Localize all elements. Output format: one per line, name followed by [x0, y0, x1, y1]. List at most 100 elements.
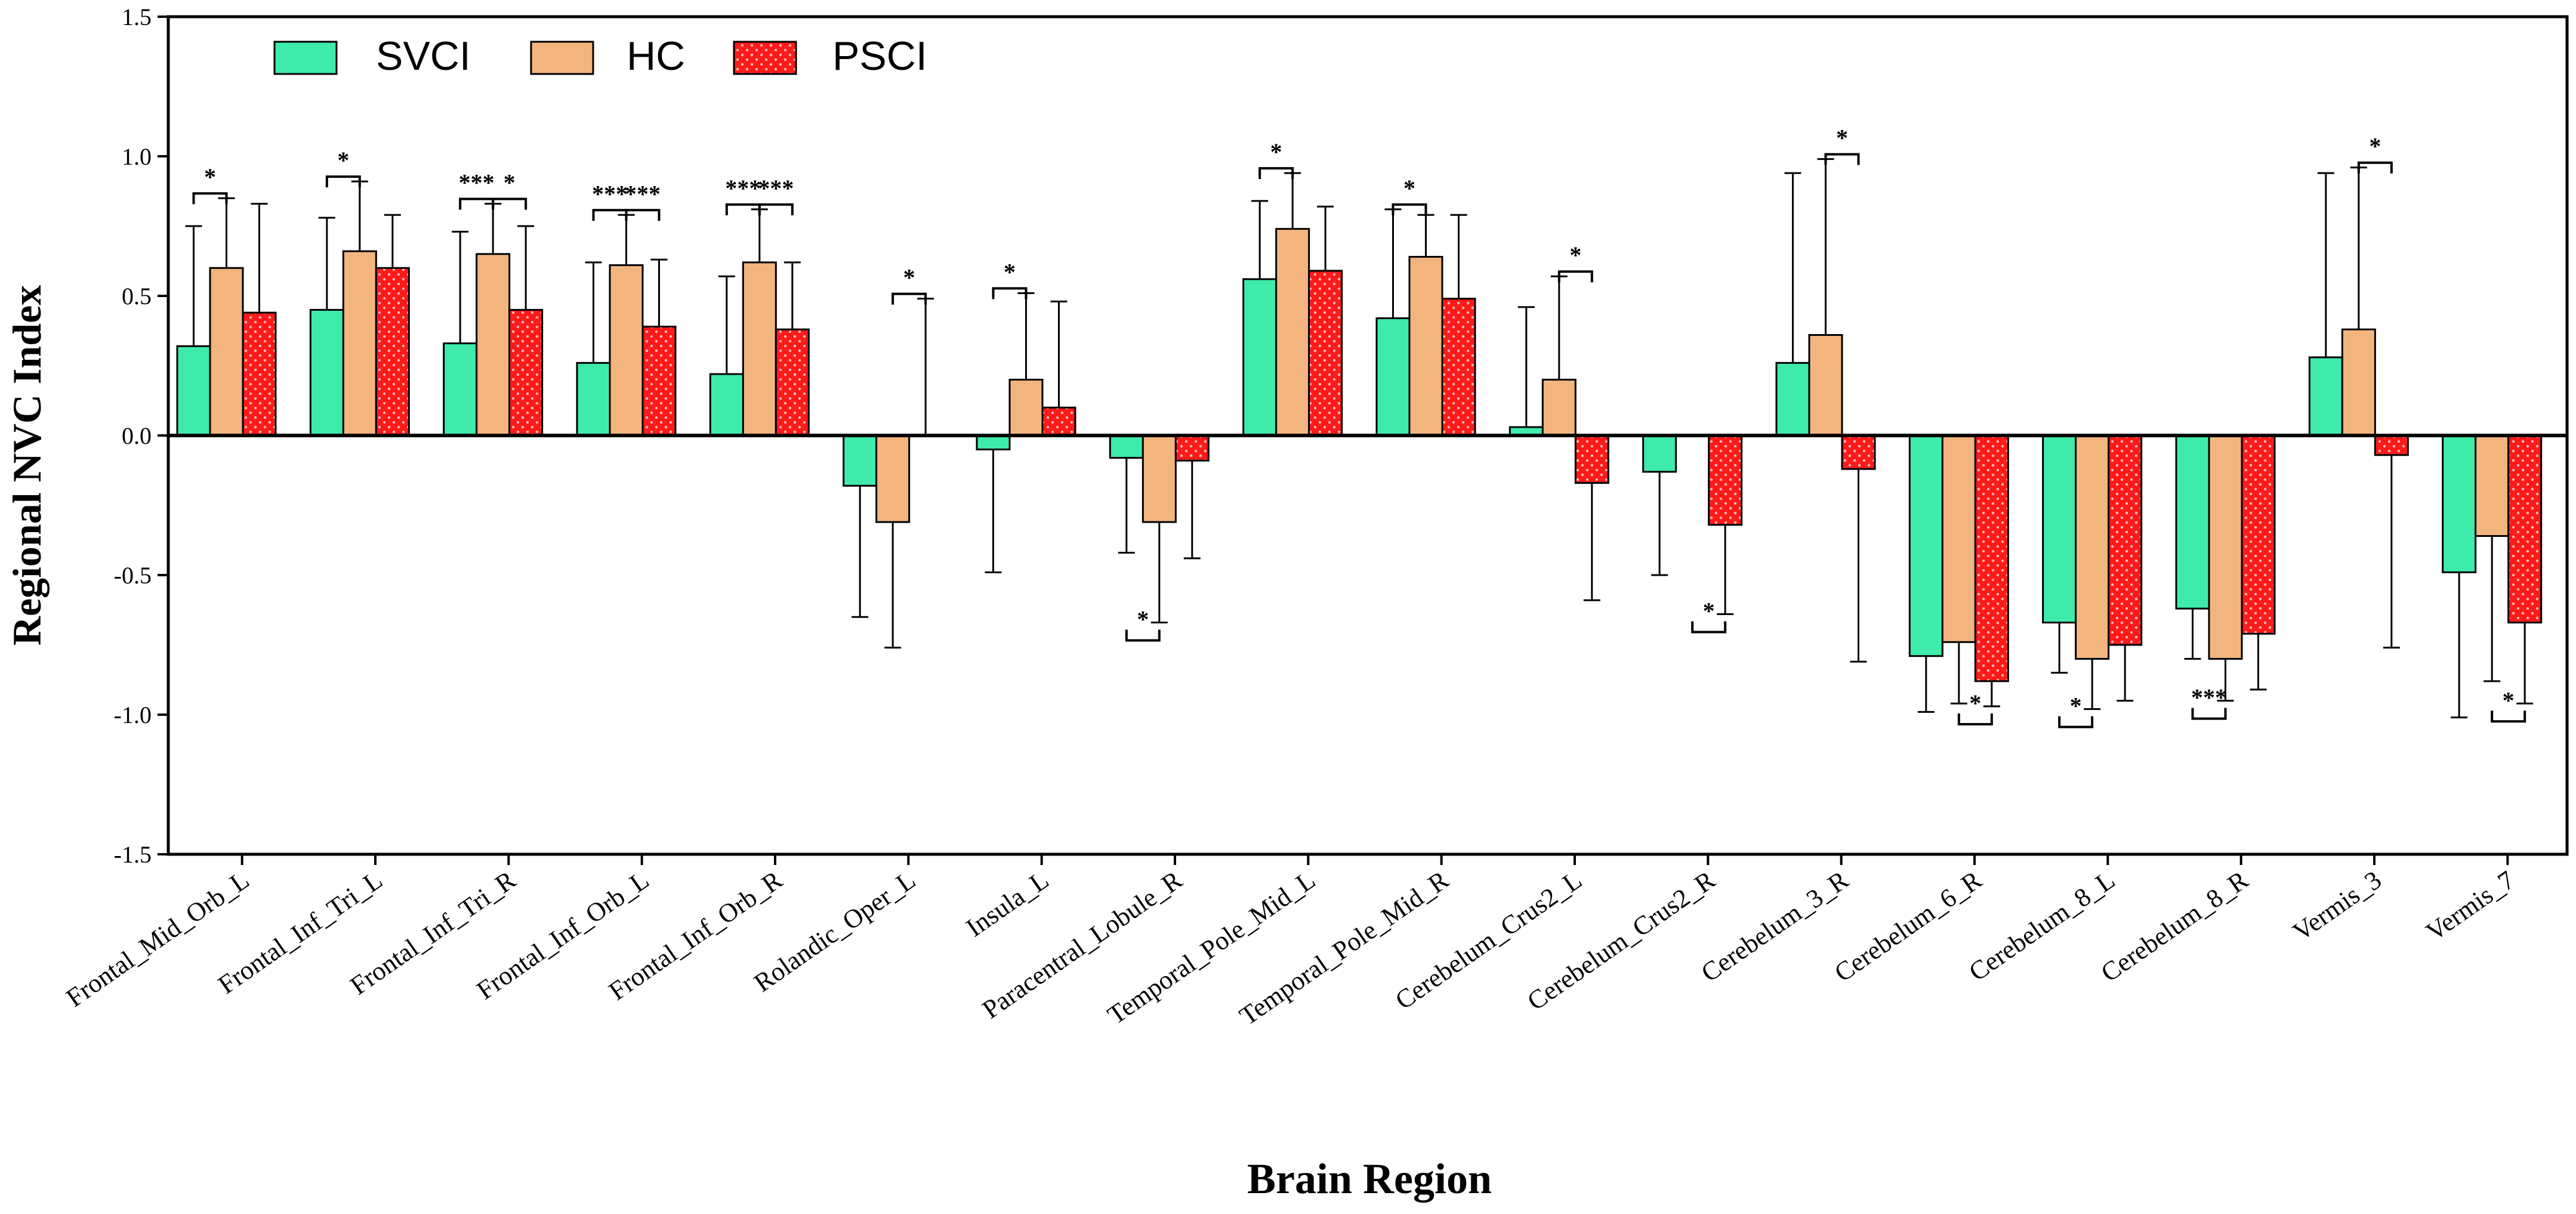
bar-psci-vermis_3 — [2374, 434, 2409, 456]
error-bars-layer — [185, 158, 2534, 719]
significance-bracket — [1258, 167, 1294, 180]
significance-bracket — [492, 197, 527, 210]
significance-marker: * — [1969, 690, 1981, 716]
significance-bracket — [192, 192, 228, 205]
bar-psci-cerebelum_crus2_r — [1708, 434, 1743, 526]
bars-layer — [176, 228, 2543, 682]
y-tick-label: 1.5 — [122, 4, 152, 30]
significance-bracket — [325, 175, 361, 188]
bar-psci-temporal_pole_mid_r — [1441, 298, 1476, 437]
x-tick-label: Temporal_Pole_Mid_R — [1234, 865, 1454, 1031]
x-tick-label: Cerebelum_6_R — [1829, 865, 1987, 988]
bar-svci-temporal_pole_mid_l — [1242, 278, 1278, 437]
bar-psci-insula_l — [1041, 406, 1076, 437]
significance-marker: * — [2503, 687, 2515, 713]
y-tick-label: -0.5 — [114, 562, 152, 589]
bar-svci-frontal_inf_orb_l — [576, 362, 611, 437]
bar-svci-vermis_3 — [2308, 356, 2343, 437]
significance-bracket — [2357, 161, 2393, 174]
legend: SVCI HC PSCI — [273, 33, 927, 79]
significance-bracket — [891, 292, 927, 305]
significance-marker: * — [337, 147, 349, 174]
significance-marker: * — [1403, 175, 1415, 202]
significance-marker: *** — [592, 180, 628, 207]
x-tick-label: Vermis_7 — [2421, 865, 2520, 947]
bar-psci-frontal_inf_tri_l — [375, 267, 410, 437]
bar-hc-frontal_inf_orb_r — [742, 261, 777, 437]
bar-svci-rolandic_oper_l — [843, 434, 878, 487]
significance-bracket — [1392, 203, 1427, 215]
y-tick-label: -1.0 — [114, 702, 152, 728]
significance-bracket — [1557, 270, 1593, 283]
bar-svci-frontal_inf_tri_l — [309, 308, 344, 437]
bar-hc-frontal_inf_tri_r — [476, 253, 511, 437]
legend-label-psci: PSCI — [832, 33, 927, 79]
significance-bracket — [758, 203, 794, 215]
bar-svci-paracentral_lobule_r — [1109, 434, 1144, 459]
significance-bracket — [2491, 711, 2526, 723]
x-tick-label: Cerebelum_8_R — [2096, 865, 2254, 988]
x-tick-label: Insula_L — [961, 865, 1054, 943]
bar-hc-insula_l — [1008, 378, 1044, 437]
legend-swatch-psci — [733, 41, 797, 75]
significance-marker: * — [1270, 138, 1282, 165]
y-axis-label: Regional NVC Index — [4, 285, 50, 646]
bar-hc-cerebelum_8_l — [2075, 434, 2110, 660]
significance-marker: *** — [2191, 684, 2227, 711]
significance-bracket — [992, 287, 1028, 299]
significance-marker: * — [204, 163, 216, 190]
bar-svci-cerebelum_8_r — [2175, 434, 2210, 610]
bar-psci-temporal_pole_mid_l — [1308, 270, 1343, 437]
significance-bracket — [1824, 153, 1860, 165]
legend-swatch-svci — [273, 41, 338, 75]
significance-marker: * — [903, 264, 915, 291]
significance-bracket — [625, 209, 661, 221]
significance-marker: *** — [459, 169, 495, 196]
bar-psci-paracentral_lobule_r — [1174, 434, 1210, 462]
bar-psci-cerebelum_6_r — [1974, 434, 2009, 682]
bar-svci-cerebelum_6_r — [1908, 434, 1943, 657]
x-axis-label: Brain Region — [1247, 1155, 1492, 1203]
significance-marker: * — [1137, 606, 1149, 633]
y-tick-label: -1.5 — [114, 841, 152, 868]
significance-marker: * — [1569, 242, 1581, 268]
bar-hc-vermis_7 — [2475, 434, 2510, 537]
significance-bracket — [2191, 708, 2227, 720]
bar-svci-frontal_inf_orb_r — [709, 373, 744, 437]
y-tick-label: 1.0 — [122, 143, 152, 170]
y-tick-label: 0.0 — [122, 422, 152, 449]
bar-psci-cerebelum_8_l — [2108, 434, 2143, 646]
bar-hc-cerebelum_6_r — [1941, 434, 1976, 643]
bar-hc-vermis_3 — [2341, 328, 2376, 437]
bar-hc-cerebelum_crus2_l — [1541, 378, 1577, 437]
significance-marker: * — [504, 169, 516, 196]
bar-hc-paracentral_lobule_r — [1142, 434, 1177, 523]
y-tick-label: 0.5 — [122, 283, 152, 310]
significance-marker: *** — [758, 175, 794, 202]
bar-hc-rolandic_oper_l — [875, 434, 911, 523]
bar-hc-frontal_inf_orb_l — [609, 264, 644, 437]
significance-bracket — [1691, 621, 1727, 634]
bar-hc-frontal_inf_tri_l — [342, 250, 377, 437]
significance-bracket — [1125, 629, 1161, 642]
legend-label-svci: SVCI — [376, 33, 471, 79]
significance-marker: * — [1836, 125, 1848, 152]
bar-svci-frontal_mid_orb_l — [176, 345, 211, 437]
significance-bracket — [1957, 713, 1993, 725]
bar-hc-cerebelum_3_r — [1808, 334, 1843, 437]
bar-svci-vermis_7 — [2442, 434, 2477, 573]
x-tick-label: Cerebelum_8_L — [1964, 865, 2120, 987]
bar-svci-temporal_pole_mid_r — [1375, 317, 1411, 437]
bar-hc-temporal_pole_mid_l — [1275, 228, 1310, 437]
bar-svci-cerebelum_3_r — [1775, 362, 1810, 437]
bar-svci-insula_l — [976, 434, 1011, 450]
bar-psci-cerebelum_3_r — [1841, 434, 1876, 470]
significance-layer: ***** * ****** ******* ******** * ***** — [192, 125, 2526, 728]
bar-psci-frontal_inf_orb_r — [775, 328, 810, 437]
bar-psci-frontal_inf_tri_r — [508, 308, 544, 437]
x-tick-label: Cerebelum_3_R — [1696, 865, 1854, 988]
x-tick-label: Vermis_3 — [2287, 865, 2386, 947]
legend-swatch-hc — [530, 41, 594, 75]
legend-label-hc: HC — [627, 33, 685, 79]
